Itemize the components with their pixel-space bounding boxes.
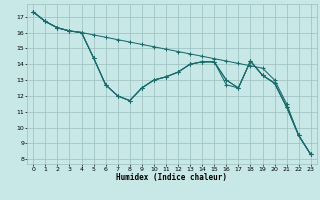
X-axis label: Humidex (Indice chaleur): Humidex (Indice chaleur) <box>116 173 228 182</box>
